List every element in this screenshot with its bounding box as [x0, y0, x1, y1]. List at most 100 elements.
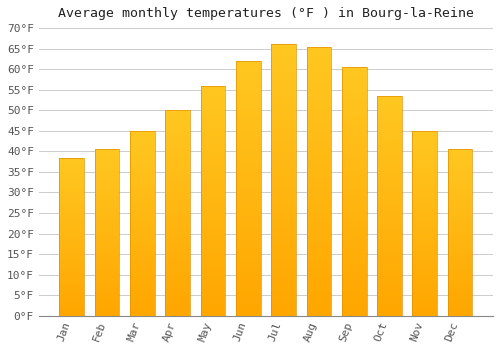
Bar [236, 155, 260, 158]
Bar [377, 168, 402, 171]
Bar [236, 117, 260, 120]
Bar [236, 300, 260, 303]
Bar [412, 206, 437, 209]
Bar [448, 229, 472, 231]
Bar [377, 125, 402, 127]
Bar [271, 167, 296, 169]
Bar [236, 71, 260, 74]
Bar [412, 166, 437, 168]
Bar [412, 214, 437, 216]
Bar [306, 305, 331, 308]
Bar [342, 156, 366, 159]
Bar [342, 273, 366, 276]
Bar [377, 182, 402, 184]
Bar [236, 290, 260, 293]
Bar [60, 267, 84, 268]
Bar [306, 232, 331, 235]
Bar [412, 155, 437, 157]
Bar [60, 284, 84, 286]
Bar [448, 193, 472, 194]
Bar [271, 50, 296, 52]
Bar [271, 215, 296, 218]
Bar [236, 130, 260, 132]
Bar [60, 281, 84, 282]
Bar [130, 275, 155, 277]
Bar [200, 134, 226, 136]
Bar [236, 145, 260, 148]
Bar [271, 142, 296, 145]
Bar [130, 192, 155, 194]
Bar [377, 245, 402, 247]
Bar [130, 290, 155, 292]
Bar [412, 314, 437, 316]
Bar [342, 211, 366, 214]
Bar [377, 171, 402, 173]
Bar [306, 230, 331, 232]
Bar [412, 308, 437, 310]
Bar [200, 106, 226, 108]
Bar [306, 138, 331, 141]
Bar [130, 255, 155, 257]
Bar [306, 176, 331, 178]
Bar [94, 306, 120, 307]
Bar [236, 232, 260, 234]
Bar [60, 311, 84, 313]
Bar [130, 273, 155, 275]
Bar [448, 299, 472, 301]
Bar [94, 199, 120, 201]
Bar [200, 196, 226, 198]
Bar [448, 314, 472, 316]
Bar [377, 292, 402, 294]
Bar [377, 153, 402, 155]
Bar [200, 166, 226, 168]
Bar [60, 218, 84, 219]
Bar [236, 99, 260, 102]
Bar [306, 125, 331, 127]
Bar [412, 236, 437, 238]
Bar [200, 171, 226, 173]
Bar [200, 274, 226, 277]
Bar [306, 71, 331, 74]
Bar [166, 172, 190, 174]
Bar [60, 270, 84, 272]
Bar [342, 79, 366, 82]
Bar [306, 130, 331, 133]
Bar [271, 270, 296, 272]
Bar [448, 282, 472, 284]
Bar [377, 305, 402, 307]
Bar [200, 226, 226, 228]
Bar [448, 309, 472, 311]
Bar [94, 228, 120, 229]
Bar [130, 181, 155, 183]
Bar [412, 266, 437, 268]
Bar [60, 213, 84, 215]
Bar [342, 296, 366, 298]
Bar [94, 291, 120, 293]
Bar [236, 206, 260, 209]
Bar [271, 188, 296, 191]
Bar [166, 310, 190, 312]
Bar [271, 286, 296, 289]
Bar [166, 299, 190, 301]
Bar [342, 176, 366, 179]
Bar [236, 188, 260, 191]
Bar [412, 190, 437, 192]
Bar [166, 215, 190, 217]
Bar [236, 254, 260, 257]
Bar [166, 221, 190, 223]
Bar [236, 295, 260, 298]
Bar [236, 219, 260, 222]
Bar [60, 252, 84, 254]
Bar [60, 303, 84, 304]
Bar [306, 184, 331, 187]
Bar [342, 94, 366, 97]
Bar [200, 284, 226, 286]
Bar [271, 204, 296, 207]
Bar [271, 58, 296, 61]
Bar [377, 116, 402, 118]
Bar [166, 268, 190, 271]
Bar [412, 231, 437, 232]
Bar [200, 86, 226, 88]
Bar [342, 216, 366, 219]
Bar [236, 198, 260, 201]
